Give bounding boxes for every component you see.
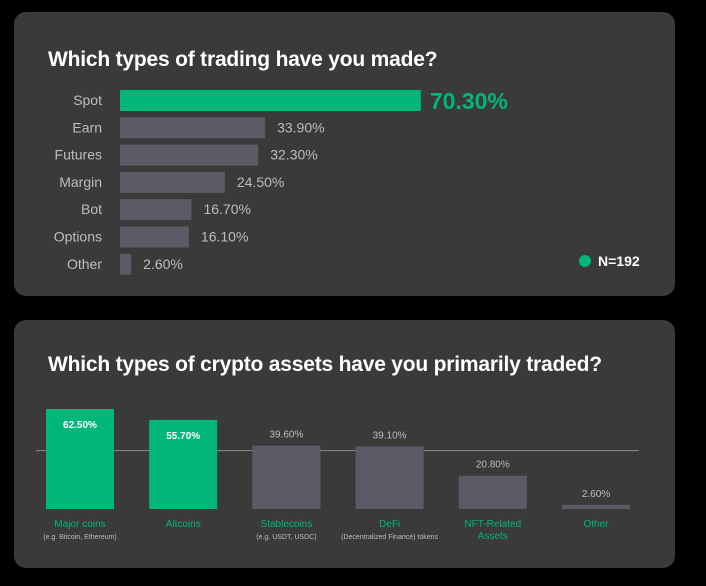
value-label: 16.10% (201, 229, 248, 245)
bar (355, 446, 424, 509)
category-label: Major coins (54, 519, 105, 530)
value-label: 2.60% (143, 256, 183, 272)
category-sublabel: (Decentralized Finance) tokens (341, 534, 438, 541)
bar (46, 409, 114, 509)
bar (149, 419, 218, 509)
category-label: Stablecoins (261, 519, 313, 530)
value-label: 2.60% (582, 489, 610, 500)
value-label: 33.90% (277, 119, 324, 135)
asset-types-card: Which types of crypto assets have you pr… (14, 320, 675, 568)
trading-types-title: Which types of trading have you made? (48, 48, 438, 71)
trading-types-card: Which types of trading have you made? Sp… (14, 12, 675, 296)
sample-size-label: N=192 (598, 253, 640, 269)
bar (120, 199, 192, 221)
bar (120, 226, 189, 248)
category-label: Options (54, 229, 102, 245)
bar (120, 253, 132, 275)
category-sublabel: (e.g. USDT, USDC) (256, 534, 316, 541)
legend-dot-icon (579, 255, 591, 267)
value-label: 20.80% (476, 460, 510, 471)
sample-size-legend: N=192 (579, 253, 640, 269)
category-sublabel: (e.g. Bitcoin, Ethereum) (43, 534, 117, 541)
value-label: 70.30% (430, 88, 508, 114)
category-label: NFT-Related (464, 519, 521, 530)
category-label: DeFi (379, 519, 400, 530)
category-label: Spot (73, 92, 102, 108)
bar (120, 144, 259, 166)
category-label: Earn (72, 119, 102, 135)
bar (252, 445, 321, 509)
asset-types-chart: 62.50% Major coins (e.g. Bitcoin, Ethereum… (36, 409, 639, 542)
value-label: 62.50% (63, 420, 97, 431)
value-label: 39.60% (269, 430, 303, 441)
value-label: 55.70% (166, 431, 200, 442)
category-label: Other (67, 256, 102, 272)
category-label: Bot (81, 201, 102, 217)
value-label: 32.30% (270, 147, 317, 163)
bar (120, 171, 225, 193)
bar (458, 475, 527, 509)
category-label: Other (583, 519, 609, 530)
category-label: Altcoins (166, 519, 201, 530)
category-label: Assets (478, 531, 508, 542)
bar (120, 90, 421, 111)
asset-types-title: Which types of crypto assets have you pr… (48, 353, 602, 376)
bar (562, 504, 630, 509)
value-label: 24.50% (237, 174, 284, 190)
trading-types-chart: Spot 70.30% Earn 33.90% Futures 32.30% Margin 2… (54, 88, 508, 275)
value-label: 39.10% (373, 430, 407, 441)
category-label: Futures (55, 147, 102, 163)
bar (120, 117, 266, 139)
category-label: Margin (59, 174, 102, 190)
value-label: 16.70% (203, 201, 250, 217)
